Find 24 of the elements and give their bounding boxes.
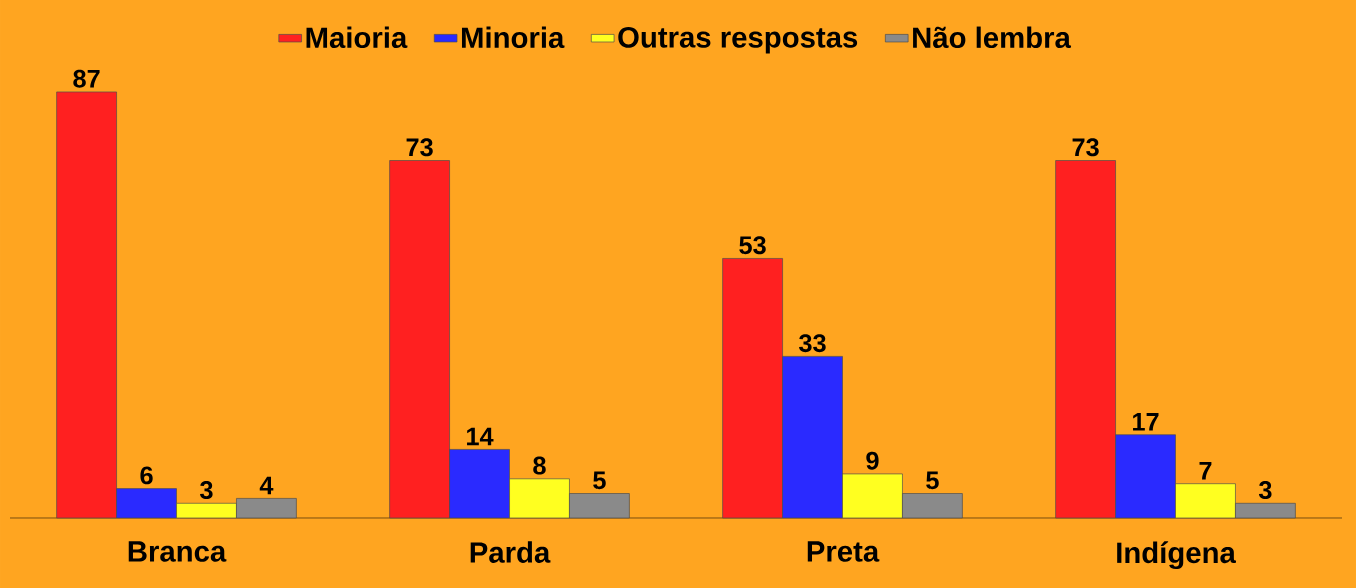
data-label: 53 — [739, 236, 766, 255]
data-label: 6 — [140, 466, 153, 485]
data-label: 5 — [926, 471, 939, 490]
x-tick-label: Branca — [128, 541, 227, 562]
legend-label: Outras respostas — [618, 26, 858, 54]
data-label: 3 — [1258, 481, 1272, 500]
legend-label: Maioria — [306, 26, 408, 49]
data-label: 4 — [259, 476, 274, 495]
data-label: 8 — [533, 456, 546, 475]
data-label: 33 — [799, 334, 826, 353]
legend-label: Minoria — [461, 26, 565, 49]
data-label: 17 — [1133, 413, 1159, 431]
x-tick-label: Preta — [807, 541, 880, 562]
data-label: 87 — [73, 69, 100, 88]
data-label: 9 — [866, 451, 879, 470]
legend-label: Não lembra — [913, 26, 1072, 49]
data-label: 3 — [200, 481, 213, 500]
data-label: 7 — [1199, 462, 1212, 480]
data-label: 73 — [406, 138, 433, 157]
data-label: 14 — [467, 427, 494, 446]
x-tick-label: Parda — [470, 541, 551, 563]
x-tick-label: Indígena — [1117, 541, 1237, 570]
data-label: 73 — [1072, 138, 1099, 157]
data-label: 5 — [593, 471, 606, 490]
